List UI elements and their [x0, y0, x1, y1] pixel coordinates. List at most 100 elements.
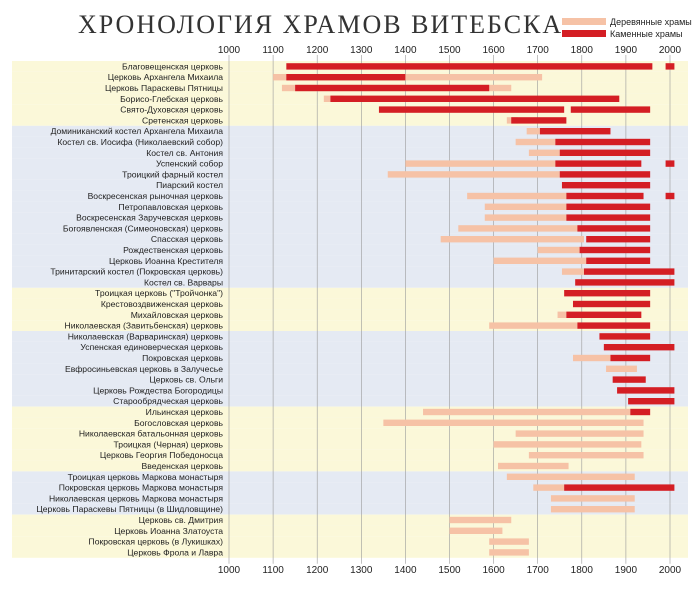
wooden-bar: [493, 257, 587, 264]
row-label: Николаевская батальонная церковь: [79, 429, 224, 439]
legend-stone-swatch: [562, 30, 606, 37]
row-label: Троицкая церковь ("Тройчонка"): [95, 288, 223, 298]
stone-bar: [286, 63, 653, 70]
stone-bar: [566, 192, 644, 200]
row-band: [12, 147, 688, 159]
row-band: [12, 331, 688, 342]
row-band: [12, 482, 688, 493]
row-label: Троицкий фарный костел: [122, 169, 223, 179]
tick-label-bottom: 1400: [394, 565, 417, 576]
row-band: [12, 395, 688, 407]
row-label: Крестовоздвиженская церковь: [101, 299, 224, 309]
row-label: Благовещенская церковь: [122, 61, 223, 71]
row-label: Церковь Иоанна Златоуста: [114, 526, 223, 536]
row-band: [12, 298, 688, 310]
tick-label-top: 1200: [306, 45, 329, 56]
bars: [273, 63, 675, 556]
row-label: Старообрядческая церковь: [113, 396, 223, 406]
stone-bar: [572, 300, 651, 308]
row-label: Рождественская церковь: [123, 245, 223, 255]
tick-label-top: 1100: [262, 45, 284, 56]
row-label: Богословская церковь: [134, 418, 223, 428]
stone-bar: [584, 268, 675, 275]
row-band: [12, 115, 688, 126]
wooden-bar: [550, 506, 635, 513]
row-band: [12, 244, 688, 256]
wooden-bar: [557, 311, 567, 318]
tick-label-top: 1300: [350, 45, 373, 56]
stone-bar: [579, 246, 651, 254]
row-band: [12, 514, 688, 526]
stone-bar: [630, 408, 651, 416]
axis-ticks: 1000 1000 1100 1100 1200 1200 1300 1300 1400 1400…: [218, 45, 682, 576]
stone-bar: [575, 279, 675, 286]
tick-label-top: 1900: [615, 45, 638, 56]
wooden-bar: [273, 74, 543, 81]
tick-label-bottom: 1800: [571, 565, 594, 576]
row-label: Церковь Рождества Богородицы: [93, 385, 223, 395]
stone-bar: [555, 138, 651, 146]
wooden-bar: [489, 538, 529, 545]
tick-label-bottom: 1900: [615, 565, 638, 576]
tick-label-bottom: 1100: [262, 565, 284, 576]
stone-bar: [612, 376, 646, 383]
stone-bar: [599, 333, 651, 340]
row-band: [12, 406, 688, 418]
wooden-bar: [493, 441, 642, 448]
row-band: [12, 439, 688, 450]
row-label: Введенская церковь: [142, 461, 224, 471]
wooden-bar: [405, 160, 556, 167]
row-label: Доминиканский костел Архангела Михаила: [51, 126, 224, 136]
wooden-bar: [498, 462, 569, 470]
tick-label-bottom: 1300: [350, 565, 373, 576]
wooden-bar: [484, 203, 567, 210]
row-band: [12, 309, 688, 321]
stone-bar: [286, 74, 406, 81]
legend-wooden-swatch: [562, 18, 606, 25]
stone-bar: [564, 290, 651, 297]
tick-label-bottom: 2000: [659, 565, 682, 576]
row-band: [12, 547, 688, 558]
row-band: [12, 201, 688, 213]
row-bands: [12, 61, 688, 558]
row-label: Спасская церковь: [151, 234, 224, 244]
tick-label-top: 1000: [218, 45, 241, 56]
row-label: Богоявленская (Симеоновская) церковь: [63, 223, 224, 233]
wooden-bar: [387, 171, 560, 178]
stone-bar: [586, 236, 651, 243]
row-label: Церковь Параскевы Пятницы: [105, 83, 223, 93]
stone-bar: [566, 214, 651, 221]
tick-label-bottom: 1700: [527, 565, 550, 576]
row-label: Церковь Архангела Михаила: [108, 72, 223, 82]
stone-bar: [570, 106, 651, 113]
legend-wooden-label: Деревянные храмы: [610, 17, 692, 27]
row-band: [12, 104, 688, 115]
stone-bar: [665, 192, 675, 200]
row-label: Костел св. Иосифа (Николаевский собор): [57, 137, 223, 147]
row-label: Михайловская церковь: [131, 310, 224, 320]
wooden-bar: [458, 225, 578, 232]
row-band: [12, 287, 688, 299]
chart-title: ХРОНОЛОГИЯ ХРАМОВ ВИТЕБСКА: [78, 10, 563, 39]
row-label: Пиарский костел: [156, 180, 223, 190]
wooden-bar: [572, 354, 611, 362]
row-band: [12, 536, 688, 547]
stone-bar: [511, 117, 567, 124]
row-band: [12, 255, 688, 267]
stone-bar: [665, 63, 675, 70]
row-label: Ильинская церковь: [146, 407, 224, 417]
wooden-bar: [606, 365, 637, 372]
stone-bar: [577, 322, 651, 329]
wooden-bar: [506, 473, 635, 480]
row-label: Сретенская церковь: [142, 115, 223, 125]
row-label: Церковь св. Дмитрия: [139, 515, 224, 525]
wooden-bar: [515, 138, 556, 146]
wooden-bar: [383, 419, 644, 426]
stone-bar: [555, 160, 642, 167]
row-label: Костел св. Антония: [146, 148, 223, 158]
row-label: Воскресенская Заручевская церковь: [76, 213, 223, 223]
row-label: Покровская церковь: [142, 353, 223, 363]
row-band: [12, 158, 688, 169]
row-band: [12, 233, 688, 245]
